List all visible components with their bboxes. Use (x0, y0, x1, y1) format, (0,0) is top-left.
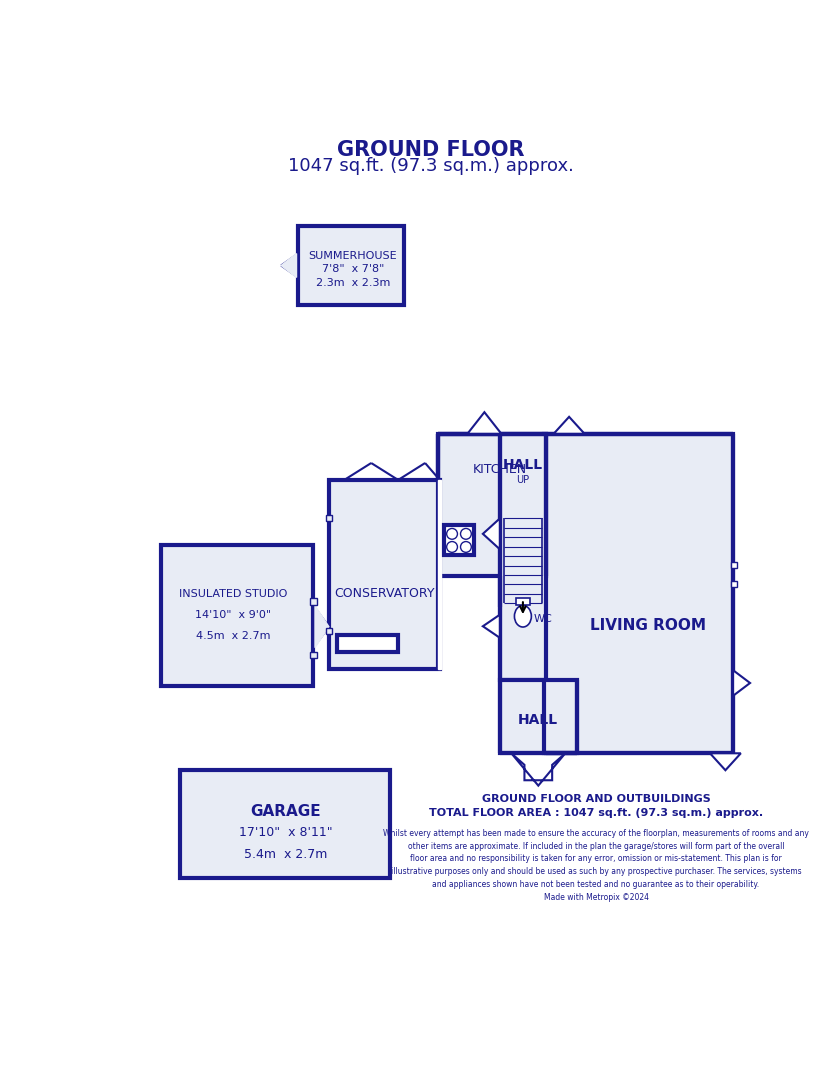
Text: INSULATED STUDIO: INSULATED STUDIO (179, 590, 287, 599)
Bar (500, 434, 546, 680)
Text: 4.5m  x 2.7m: 4.5m x 2.7m (196, 632, 270, 642)
Bar (500, 680, 577, 754)
Text: LIVING ROOM: LIVING ROOM (591, 618, 706, 633)
Polygon shape (512, 754, 565, 785)
Bar (298, 226, 404, 306)
Text: WC: WC (533, 613, 553, 623)
Text: SUMMERHOUSE: SUMMERHOUSE (308, 251, 397, 261)
Bar (311, 598, 317, 605)
Text: UP: UP (517, 475, 529, 485)
Polygon shape (281, 254, 297, 278)
Bar (444, 525, 474, 555)
Bar (326, 514, 332, 521)
Bar (329, 480, 440, 669)
Text: HALL: HALL (518, 714, 559, 728)
Polygon shape (438, 480, 441, 669)
Text: 17'10"  x 8'11": 17'10" x 8'11" (239, 826, 332, 839)
Text: 2.3m  x 2.3m: 2.3m x 2.3m (316, 278, 390, 288)
Bar (544, 434, 733, 754)
Bar (337, 635, 398, 651)
Bar (161, 545, 313, 686)
Polygon shape (315, 606, 329, 648)
Polygon shape (554, 417, 585, 434)
Polygon shape (483, 518, 500, 550)
Text: 1047 sq.ft. (97.3 sq.m.) approx.: 1047 sq.ft. (97.3 sq.m.) approx. (287, 157, 574, 175)
Polygon shape (468, 413, 501, 434)
Polygon shape (483, 615, 500, 638)
Text: Whilst every attempt has been made to ensure the accuracy of the floorplan, meas: Whilst every attempt has been made to en… (383, 828, 809, 902)
Bar (501, 426, 546, 434)
Polygon shape (733, 671, 750, 696)
Text: HALL: HALL (503, 458, 543, 472)
Text: CONSERVATORY: CONSERVATORY (334, 586, 434, 599)
Bar (438, 434, 546, 577)
Bar (181, 770, 391, 878)
Text: 14'10"  x 9'0": 14'10" x 9'0" (196, 610, 271, 621)
Text: TOTAL FLOOR AREA : 1047 sq.ft. (97.3 sq.m.) approx.: TOTAL FLOOR AREA : 1047 sq.ft. (97.3 sq.… (429, 808, 763, 819)
Ellipse shape (514, 606, 532, 627)
Text: GROUND FLOOR AND OUTBUILDINGS: GROUND FLOOR AND OUTBUILDINGS (481, 795, 711, 805)
Bar (731, 581, 737, 588)
Text: GROUND FLOOR: GROUND FLOOR (337, 140, 524, 161)
Bar (326, 627, 332, 634)
Text: 7'8"  x 7'8": 7'8" x 7'8" (322, 265, 384, 274)
Bar (516, 597, 530, 606)
Bar (731, 562, 737, 568)
Polygon shape (710, 754, 741, 770)
Text: KITCHEN: KITCHEN (473, 463, 527, 476)
Text: 5.4m  x 2.7m: 5.4m x 2.7m (244, 848, 327, 861)
Text: GARAGE: GARAGE (250, 804, 321, 819)
Bar (311, 651, 317, 658)
